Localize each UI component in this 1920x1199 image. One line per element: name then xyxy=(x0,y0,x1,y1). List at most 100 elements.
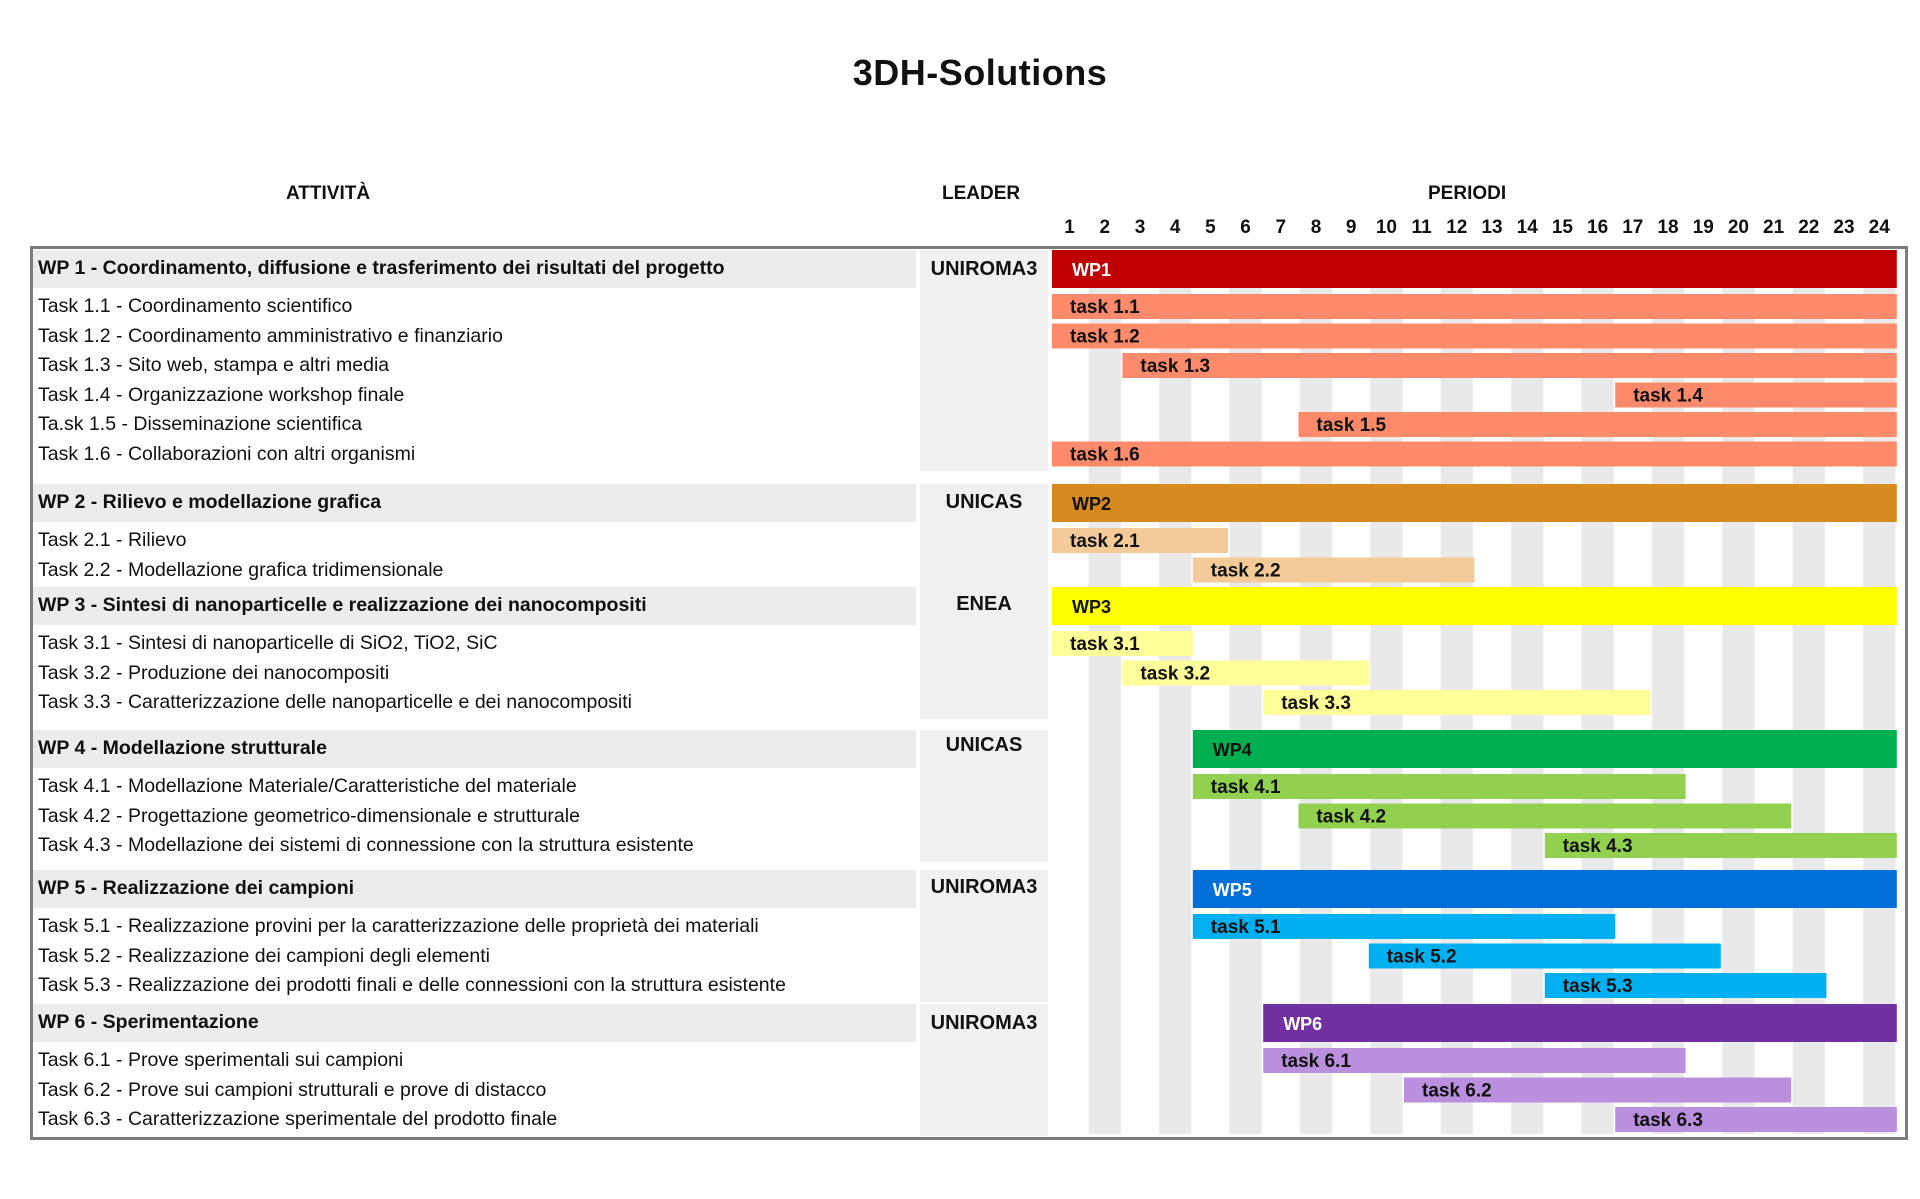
period-stripe xyxy=(1087,250,1123,1134)
leader-name: ENEA xyxy=(956,593,1012,615)
wp-bar-label: WP4 xyxy=(1213,740,1252,760)
leader-cell xyxy=(920,587,1048,719)
period-separator xyxy=(1684,250,1688,1134)
task-bar xyxy=(1615,1107,1897,1132)
header-periods: PERIODI xyxy=(1428,183,1507,204)
task-bar xyxy=(1544,973,1827,998)
task-bar xyxy=(1122,660,1369,686)
wp-title: WP 6 - Sperimentazione xyxy=(38,1011,259,1033)
wp-title: WP 1 - Coordinamento, diffusione e trasf… xyxy=(38,257,725,279)
period-tick-label: 6 xyxy=(1240,217,1251,238)
wp-row-band xyxy=(33,250,916,288)
task-name: Task 2.2 - Modellazione grafica tridimen… xyxy=(38,558,444,581)
task-bar-label: task 5.3 xyxy=(1563,976,1633,997)
period-tick-label: 20 xyxy=(1728,217,1749,238)
period-separator xyxy=(1860,250,1864,1134)
period-tick-label: 21 xyxy=(1763,217,1785,238)
wp-title: WP 4 - Modellazione strutturale xyxy=(38,737,327,759)
task-name: Task 3.3 - Caratterizzazione delle nanop… xyxy=(38,691,632,713)
period-tick-label: 10 xyxy=(1376,217,1397,238)
period-separator xyxy=(1648,250,1652,1134)
period-tick-label: 19 xyxy=(1693,217,1714,238)
period-tick-label: 23 xyxy=(1833,217,1854,238)
leader-cell xyxy=(920,730,1048,862)
wp-bar xyxy=(1263,1004,1897,1042)
wp-title: WP 3 - Sintesi di nanoparticelle e reali… xyxy=(38,594,647,616)
task-name: Ta.sk 1.5 - Disseminazione scientifica xyxy=(38,413,363,435)
period-separator xyxy=(1050,250,1054,1134)
leader-name: UNICAS xyxy=(945,734,1023,756)
task-name: Task 4.3 - Modellazione dei sistemi di c… xyxy=(38,834,694,856)
leader-name: UNIROMA3 xyxy=(930,1012,1038,1034)
task-bar-label: task 4.1 xyxy=(1211,777,1281,798)
task-name: Task 6.2 - Prove sui campioni struttural… xyxy=(38,1078,547,1101)
task-bar-label: task 5.2 xyxy=(1387,947,1457,968)
task-bar-label: task 4.3 xyxy=(1563,836,1633,857)
period-separator xyxy=(1120,250,1124,1134)
task-bar xyxy=(1052,528,1228,553)
task-bar xyxy=(1052,631,1193,656)
task-name: Task 5.3 - Realizzazione dei prodotti fi… xyxy=(38,974,786,996)
wp-bar-label: WP6 xyxy=(1283,1014,1322,1034)
period-tick-label: 7 xyxy=(1276,217,1287,238)
task-bar-label: task 1.2 xyxy=(1070,327,1140,348)
period-stripe xyxy=(1228,250,1264,1134)
task-name: Task 3.2 - Produzione dei nanocompositi xyxy=(38,661,390,684)
period-separator xyxy=(1824,250,1828,1134)
task-bar xyxy=(1298,803,1792,829)
leader-cell xyxy=(920,1004,1048,1136)
header-leader: LEADER xyxy=(942,183,1021,204)
frame-left-border xyxy=(30,246,33,1140)
period-tick-label: 9 xyxy=(1346,217,1357,238)
wp-title: WP 2 - Rilievo e modellazione grafica xyxy=(38,491,382,513)
wp-row-band xyxy=(33,587,916,625)
task-name: Task 1.4 - Organizzazione workshop final… xyxy=(38,383,405,406)
wp-bar xyxy=(1052,484,1897,522)
task-name: Task 5.1 - Realizzazione provini per la … xyxy=(38,915,759,937)
leader-name: UNICAS xyxy=(945,491,1023,513)
period-tick-label: 14 xyxy=(1517,217,1539,238)
header-activity: ATTIVITÀ xyxy=(286,183,371,204)
wp-row-band xyxy=(33,730,916,768)
task-bar xyxy=(1263,690,1651,715)
period-tick-label: 17 xyxy=(1622,217,1643,238)
task-name: Task 5.2 - Realizzazione dei campioni de… xyxy=(38,944,490,967)
leader-name: UNIROMA3 xyxy=(930,258,1038,280)
task-name: Task 2.1 - Rilievo xyxy=(38,529,187,551)
frame-bottom-border xyxy=(30,1137,1908,1140)
task-bar xyxy=(1368,943,1721,969)
wp-bar-label: WP3 xyxy=(1072,597,1111,617)
period-tick-label: 22 xyxy=(1798,217,1819,238)
period-tick-label: 13 xyxy=(1481,217,1502,238)
task-bar-label: task 3.1 xyxy=(1070,634,1140,655)
period-separator xyxy=(1191,250,1195,1134)
task-name: Task 6.1 - Prove sperimentali sui campio… xyxy=(38,1049,404,1071)
period-tick-label: 2 xyxy=(1100,217,1111,238)
task-bar xyxy=(1615,382,1897,408)
period-tick-label: 12 xyxy=(1446,217,1467,238)
frame-right-border xyxy=(1905,246,1908,1140)
task-bar xyxy=(1052,323,1897,349)
frame-top-border xyxy=(30,246,1908,249)
task-bar xyxy=(1122,353,1897,378)
chart-title: 3DH-Solutions xyxy=(852,52,1108,93)
task-bar-label: task 1.4 xyxy=(1633,386,1703,407)
task-bar-label: task 1.5 xyxy=(1316,415,1386,436)
wp-title: WP 5 - Realizzazione dei campioni xyxy=(38,877,355,899)
period-tick-label: 24 xyxy=(1869,217,1891,238)
leader-name: UNIROMA3 xyxy=(930,876,1038,898)
wp-bar xyxy=(1192,870,1897,908)
task-bar xyxy=(1544,833,1897,858)
period-separator xyxy=(1156,250,1160,1134)
period-stripe xyxy=(1157,250,1193,1134)
task-bar-label: task 6.2 xyxy=(1422,1081,1492,1102)
task-name: Task 4.1 - Modellazione Materiale/Caratt… xyxy=(38,775,577,797)
period-tick-label: 3 xyxy=(1135,217,1146,238)
task-bar-label: task 4.2 xyxy=(1316,807,1386,828)
period-tick-label: 1 xyxy=(1064,217,1075,238)
period-separator xyxy=(1789,250,1793,1134)
period-tick-label: 5 xyxy=(1205,217,1216,238)
task-bar xyxy=(1052,294,1897,319)
wp-bar-label: WP1 xyxy=(1072,260,1111,280)
